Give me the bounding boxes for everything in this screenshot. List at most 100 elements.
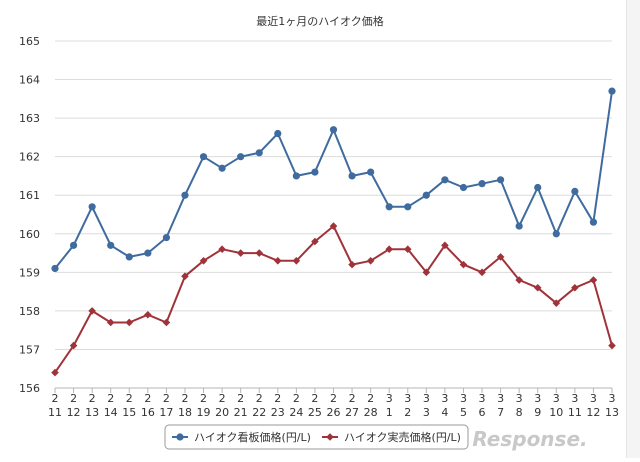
data-point [51, 368, 59, 377]
x-tick-label-month: 2 [330, 392, 337, 405]
x-tick-label-day: 27 [345, 406, 359, 419]
legend-label: ハイオク実売価格(円/L) [344, 430, 461, 444]
x-tick-label-day: 10 [549, 406, 563, 419]
data-point [403, 245, 412, 253]
x-tick-label-day: 1 [386, 406, 393, 419]
data-point [125, 318, 134, 327]
data-point [552, 230, 560, 238]
x-tick-label-month: 2 [144, 392, 151, 405]
data-point [69, 341, 78, 350]
x-tick-label-month: 2 [367, 392, 374, 405]
data-point [255, 149, 263, 157]
x-tick-label-day: 14 [104, 406, 118, 419]
x-tick-label-day: 11 [568, 406, 582, 419]
legend-item-1: ハイオク看板価格(円/L) [172, 430, 311, 444]
data-point [404, 203, 412, 211]
data-point [608, 87, 616, 95]
data-point [199, 153, 208, 161]
data-point [459, 260, 468, 269]
x-tick-label-day: 7 [497, 406, 504, 419]
watermark-logo: Response. [472, 427, 587, 451]
data-point [107, 241, 115, 249]
x-tick-label-day: 4 [441, 406, 448, 419]
data-point [292, 172, 300, 180]
x-tick-label-day: 20 [215, 406, 229, 419]
x-tick-label-month: 2 [163, 392, 170, 405]
x-tick-label-day: 6 [479, 406, 486, 419]
x-tick-label-day: 8 [516, 406, 523, 419]
x-tick-label-day: 17 [159, 406, 173, 419]
data-point [422, 191, 430, 199]
x-tick-label-day: 26 [327, 406, 341, 419]
data-point [311, 168, 319, 176]
page-edge-strip [626, 0, 640, 458]
x-tick-label-day: 11 [48, 406, 62, 419]
data-point [589, 276, 598, 284]
data-point [497, 176, 505, 184]
data-point [441, 176, 449, 184]
data-point [385, 203, 393, 211]
data-point [292, 256, 301, 265]
data-point [552, 299, 561, 307]
data-point [236, 249, 245, 257]
x-axis: 2112122132142152162172182192202212222232… [48, 387, 619, 419]
data-point [88, 307, 96, 315]
x-tick-label-month: 3 [441, 392, 448, 405]
series-line [54, 225, 613, 374]
data-point [125, 253, 133, 261]
x-tick-label-day: 28 [364, 406, 378, 419]
data-point [515, 276, 523, 284]
data-point [496, 253, 505, 261]
y-tick-label: 163 [19, 112, 40, 125]
data-point [348, 172, 356, 180]
data-point [162, 234, 170, 242]
x-tick-label-day: 18 [178, 406, 192, 419]
y-tick-label: 160 [19, 228, 40, 241]
data-point [422, 268, 431, 277]
data-point [255, 249, 264, 257]
data-point [237, 153, 245, 161]
x-tick-label-day: 24 [289, 406, 303, 419]
data-point [144, 249, 152, 257]
y-tick-label: 165 [19, 35, 40, 48]
x-tick-label-month: 3 [553, 392, 560, 405]
series-1 [51, 87, 616, 273]
x-tick-label-month: 3 [460, 392, 467, 405]
x-tick-label-month: 3 [516, 392, 523, 405]
data-point [515, 222, 523, 230]
y-tick-label: 156 [19, 382, 40, 395]
data-point [571, 283, 579, 292]
x-tick-label-month: 2 [52, 392, 59, 405]
data-point [162, 318, 171, 327]
legend-marker [176, 433, 184, 441]
x-tick-label-day: 22 [252, 406, 266, 419]
data-point [534, 183, 542, 192]
y-tick-label: 157 [19, 343, 40, 356]
x-tick-label-month: 2 [181, 392, 188, 405]
x-tick-label-month: 3 [534, 392, 541, 405]
x-tick-label-day: 16 [141, 406, 155, 419]
data-point [385, 245, 393, 253]
y-tick-label: 162 [19, 151, 40, 164]
x-tick-label-month: 2 [237, 392, 244, 405]
chart-title: 最近1ヶ月のハイオク価格 [256, 14, 384, 28]
legend: ハイオク看板価格(円/L) ハイオク実売価格(円/L) [164, 424, 469, 450]
data-point [311, 237, 319, 246]
x-tick-label-day: 13 [605, 406, 619, 419]
x-tick-label-month: 3 [479, 392, 486, 405]
x-tick-label-day: 12 [67, 406, 81, 419]
x-tick-label-month: 2 [70, 392, 77, 405]
x-tick-label-month: 2 [293, 392, 300, 405]
x-tick-label-month: 3 [423, 392, 430, 405]
x-tick-label-month: 2 [126, 392, 133, 405]
data-point [274, 256, 282, 265]
x-tick-label-month: 2 [200, 392, 207, 405]
x-tick-label-month: 3 [386, 392, 393, 405]
x-tick-label-day: 12 [586, 406, 600, 419]
data-point [199, 256, 208, 265]
legend-marker [326, 433, 334, 441]
data-point [459, 183, 468, 192]
x-tick-label-day: 25 [308, 406, 322, 419]
